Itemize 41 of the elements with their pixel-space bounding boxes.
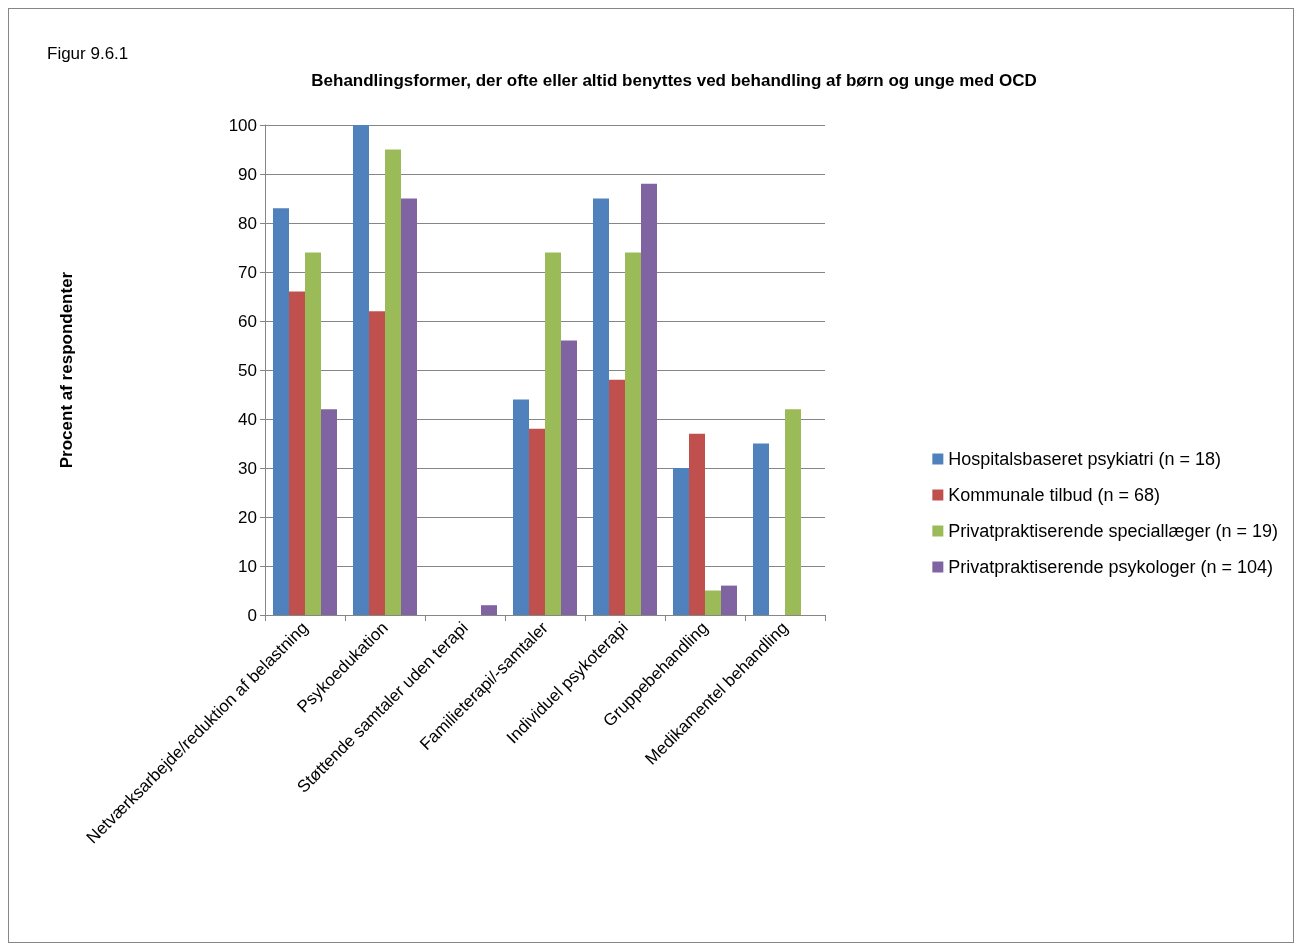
y-tick-label: 0 bbox=[247, 605, 257, 625]
y-tick-label: 60 bbox=[238, 311, 257, 331]
bar bbox=[529, 428, 545, 615]
y-tick-label: 80 bbox=[238, 213, 257, 233]
bar bbox=[513, 399, 529, 615]
y-tick-label: 90 bbox=[238, 164, 257, 184]
y-axis-title: Procent af respondenter bbox=[57, 271, 76, 469]
y-tick-label: 10 bbox=[238, 556, 257, 576]
y-tick-label: 40 bbox=[238, 409, 257, 429]
bar bbox=[593, 198, 609, 615]
legend-label: Kommunale tilbud (n = 68) bbox=[948, 485, 1160, 505]
bar bbox=[305, 252, 321, 615]
bar bbox=[625, 252, 641, 615]
bar bbox=[481, 605, 497, 615]
legend-label: Privatpraktiserende psykologer (n = 104) bbox=[948, 557, 1274, 577]
bar bbox=[545, 252, 561, 615]
bar bbox=[401, 198, 417, 615]
y-tick-label: 30 bbox=[238, 458, 257, 478]
y-tick-label: 70 bbox=[238, 262, 257, 282]
bar bbox=[673, 468, 689, 615]
y-tick-label: 100 bbox=[228, 115, 257, 135]
bar bbox=[369, 311, 385, 615]
bar bbox=[753, 443, 769, 615]
bar bbox=[785, 409, 801, 615]
bar bbox=[689, 433, 705, 615]
bar bbox=[641, 183, 657, 615]
y-tick-label: 50 bbox=[238, 360, 257, 380]
text: Figur 9.6.1 bbox=[47, 44, 129, 63]
bar bbox=[705, 590, 721, 615]
bar bbox=[561, 340, 577, 615]
bar bbox=[289, 291, 305, 615]
bar bbox=[273, 208, 289, 615]
legend-label: Privatpraktiserende speciallæger (n = 19) bbox=[948, 521, 1279, 541]
bar bbox=[385, 149, 401, 615]
chart-title: Behandlingsformer, der ofte eller altid benyttes ved behandling af børn og unge med OCD bbox=[311, 71, 1037, 90]
bar bbox=[721, 585, 737, 615]
bar bbox=[353, 125, 369, 615]
y-tick-label: 20 bbox=[238, 507, 257, 527]
bar bbox=[321, 409, 337, 615]
legend-label: Hospitalsbaseret psykiatri (n = 18) bbox=[948, 449, 1221, 469]
bar bbox=[609, 379, 625, 615]
